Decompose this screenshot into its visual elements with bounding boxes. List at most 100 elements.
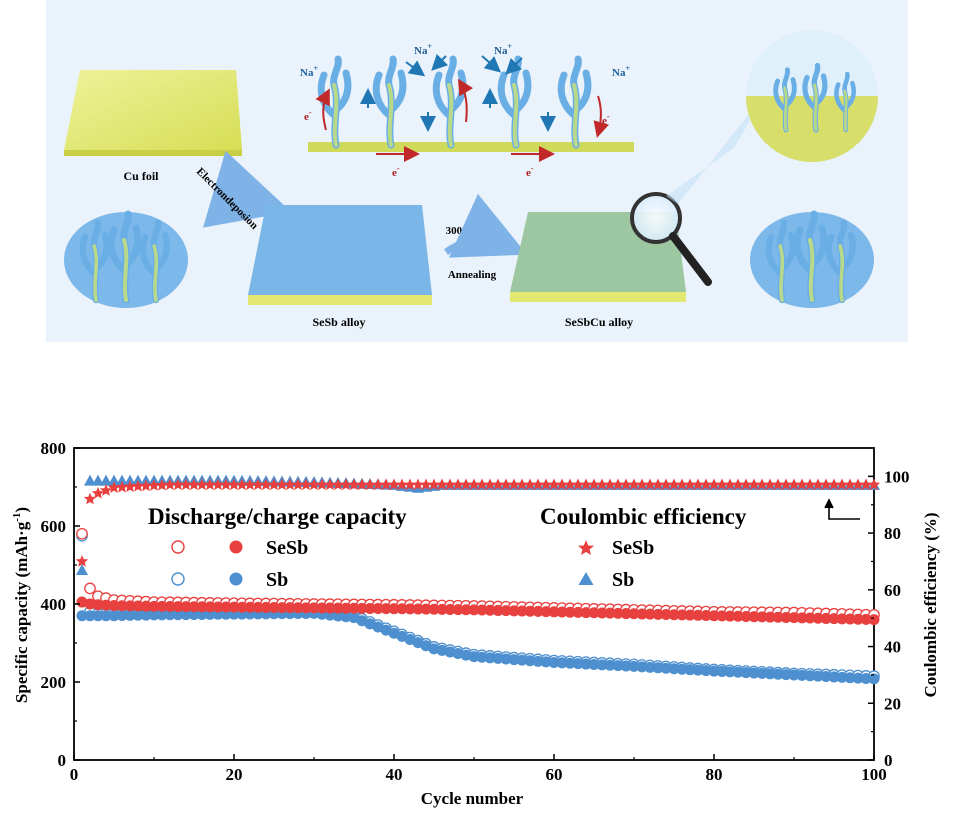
legend: Discharge/charge capacity Coulombic effi… [148, 504, 747, 591]
sb-ce-point [84, 474, 96, 486]
y-axis-right-label: Coulombic efficiency (%) [921, 512, 940, 697]
sesb-ce-point [539, 478, 553, 491]
annealing-arrow [443, 193, 528, 258]
sesb-ce-point [619, 478, 633, 491]
coral-image-right [750, 212, 874, 308]
legend-ce-title: Coulombic efficiency [540, 504, 747, 529]
x-tick-label: 80 [706, 765, 723, 784]
sesb-ce-point [323, 478, 337, 491]
y-right-tick-label: 100 [884, 467, 910, 486]
electron-label-2: e- [392, 164, 400, 179]
sesb-ce-point [603, 478, 617, 491]
sesb-ce-point [451, 478, 465, 491]
na-ion-label-4: Na+ [612, 64, 630, 79]
sesb-ce-point [723, 478, 737, 491]
sesb-ce-point [563, 478, 577, 491]
electron-label-1: e- [304, 108, 312, 123]
sesb-ce-point [299, 478, 313, 491]
zoom-circle [746, 30, 878, 162]
sesb-ce-point [403, 478, 417, 491]
sesb-ce-point [251, 478, 265, 491]
sesb-charge-point [868, 614, 880, 626]
anneal-condition: 300 °C 2 h [446, 225, 495, 237]
legend-sb-capacity-label: Sb [266, 569, 288, 591]
sesb-ce-point [843, 478, 857, 491]
sesb-ce-point [307, 478, 321, 491]
sesb-ce-point [131, 479, 145, 492]
sesb-ce-point [219, 478, 233, 491]
sesb-ce-point [691, 478, 705, 491]
sb-ce-point [92, 474, 104, 486]
legend-sesb-charge-marker [171, 540, 185, 554]
y-axis-left-label: Specific capacity (mAh·g-1) [11, 507, 31, 703]
sesb-ce-point [427, 478, 441, 491]
y-right-tick-label: 20 [884, 694, 901, 713]
sesb-ce-point [411, 478, 425, 491]
electron-label-4: e- [602, 112, 610, 127]
sb-charge-series [76, 607, 880, 685]
y-left-tick-label: 0 [58, 751, 67, 770]
sb-ce-point [108, 474, 120, 486]
sesb-ce-point [339, 478, 353, 491]
synthesis-schematic: Cu foil Electrondeposion SeSb alloy 300 … [46, 0, 908, 342]
sesb-ce-point [355, 478, 369, 491]
sesb-ce-point [155, 478, 169, 491]
sb-ce-point [116, 474, 128, 486]
x-tick-label: 0 [70, 765, 79, 784]
sesb-discharge-point [84, 582, 96, 595]
sb-charge-point [868, 673, 880, 685]
sesb-ce-point [683, 478, 697, 491]
sesb-ce-point [115, 480, 129, 493]
sesb-ce-point [571, 478, 585, 491]
sesb-ce-point [163, 478, 177, 491]
sesb-ce-point [147, 479, 161, 491]
sesb-ce-point [739, 478, 753, 491]
sesb-ce-point [587, 478, 601, 491]
sesbcu-alloy-label: SeSbCu alloy [565, 315, 633, 329]
sesb-ce-point [675, 478, 689, 491]
sesb-ce-point [83, 492, 97, 505]
sesb-ce-point [523, 478, 537, 491]
sesb-ce-point [435, 478, 449, 491]
sesb-ce-point [291, 478, 305, 491]
sesb-ce-series [75, 478, 881, 567]
sesb-ce-point [659, 478, 673, 491]
sesb-ce-point [483, 478, 497, 491]
sesb-ce-point [699, 478, 713, 491]
sesb-ce-point [315, 478, 329, 491]
sesb-ce-point [819, 478, 833, 491]
sesb-ce-point [707, 478, 721, 491]
sesb-ce-point [595, 478, 609, 491]
sesb-ce-point [347, 478, 361, 491]
na-ion-label-1: Na+ [300, 64, 318, 79]
sesb-ce-point [579, 478, 593, 491]
sesb-ce-point [243, 478, 257, 491]
sesb-ce-point [803, 478, 817, 491]
legend-sb-discharge-marker [229, 572, 243, 586]
sesb-ce-point [787, 478, 801, 491]
y-left-tick-label: 600 [41, 517, 67, 536]
sesb-ce-point [555, 478, 569, 491]
na-ion-label-3: Na+ [494, 42, 512, 57]
sesb-ce-point [771, 478, 785, 491]
sesb-ce-point [331, 478, 345, 491]
sesb-ce-point [531, 478, 545, 491]
sesb-alloy-label: SeSb alloy [312, 315, 365, 329]
sesb-ce-point [99, 484, 113, 496]
x-tick-label: 40 [386, 765, 403, 784]
legend-sesb-capacity-label: SeSb [266, 537, 308, 559]
sesb-ce-point [867, 478, 881, 491]
sesb-ce-point [211, 478, 225, 491]
y-left-tick-label: 800 [41, 439, 67, 458]
sesb-ce-point [395, 478, 409, 491]
sesb-ce-point [611, 478, 625, 491]
legend-sesb-ce-label: SeSb [612, 537, 654, 559]
x-axis-label: Cycle number [421, 789, 524, 808]
sesb-ce-point [779, 478, 793, 491]
legend-sb-ce-label: Sb [612, 569, 634, 591]
legend-sb-charge-marker [171, 572, 185, 586]
sesb-ce-point [627, 478, 641, 491]
sesb-ce-point [283, 478, 297, 491]
sesb-ce-point [195, 478, 209, 491]
sesb-ce-point [363, 478, 377, 491]
